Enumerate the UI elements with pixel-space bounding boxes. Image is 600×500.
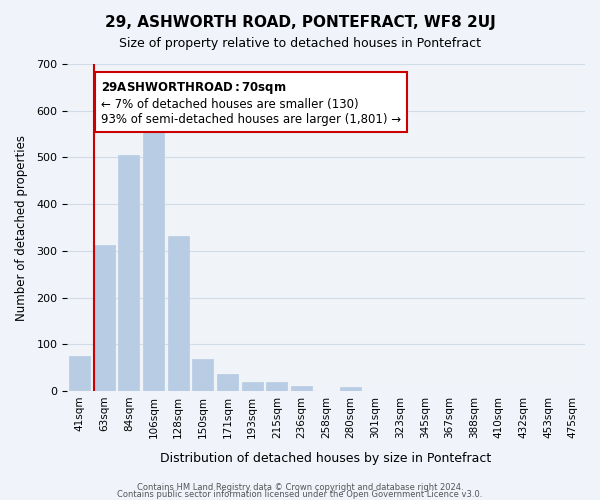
Bar xyxy=(291,386,312,391)
Text: Size of property relative to detached houses in Pontefract: Size of property relative to detached ho… xyxy=(119,38,481,51)
Text: Contains public sector information licensed under the Open Government Licence v3: Contains public sector information licen… xyxy=(118,490,482,499)
Y-axis label: Number of detached properties: Number of detached properties xyxy=(15,134,28,320)
Bar xyxy=(69,356,90,391)
Text: $\bf{29 ASHWORTH ROAD: 70sqm}$
← 7% of detached houses are smaller (130)
93% of : $\bf{29 ASHWORTH ROAD: 70sqm}$ ← 7% of d… xyxy=(101,80,401,126)
Text: 29, ASHWORTH ROAD, PONTEFRACT, WF8 2UJ: 29, ASHWORTH ROAD, PONTEFRACT, WF8 2UJ xyxy=(104,15,496,30)
Bar xyxy=(193,360,213,391)
Bar xyxy=(94,245,115,391)
Bar xyxy=(340,388,361,391)
Bar xyxy=(266,382,287,391)
Bar xyxy=(167,236,188,391)
Bar xyxy=(143,121,164,391)
Bar xyxy=(217,374,238,391)
Bar xyxy=(242,382,263,391)
Text: Contains HM Land Registry data © Crown copyright and database right 2024.: Contains HM Land Registry data © Crown c… xyxy=(137,484,463,492)
Bar xyxy=(118,155,139,391)
X-axis label: Distribution of detached houses by size in Pontefract: Distribution of detached houses by size … xyxy=(160,452,492,465)
